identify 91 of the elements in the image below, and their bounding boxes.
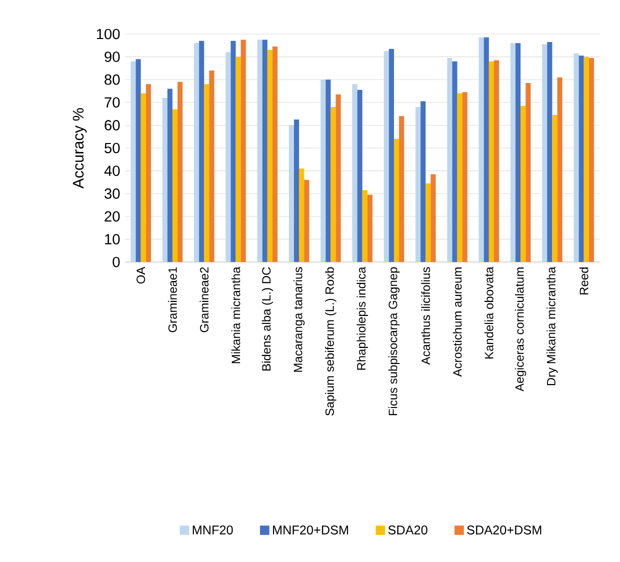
bar — [510, 43, 516, 262]
legend-label: SDA20 — [388, 525, 428, 534]
bar — [178, 82, 183, 262]
x-tick-label: Kandelia obovata — [484, 266, 494, 358]
x-tick-label: Acanthus ilicifolius — [421, 267, 430, 365]
bar — [394, 138, 400, 262]
y-tick-label: 80 — [104, 74, 120, 85]
bar — [574, 53, 579, 262]
bar — [330, 106, 336, 262]
x-tick-label: Rhaphiolepis indica — [356, 266, 368, 370]
bar — [362, 190, 368, 262]
bar — [130, 61, 136, 262]
bar — [267, 50, 272, 262]
bar — [584, 56, 589, 262]
bar — [199, 40, 204, 262]
y-tick-label: 50 — [104, 142, 120, 154]
x-tick-label: Dry Mikania micrantha — [546, 266, 558, 386]
bar — [352, 84, 358, 262]
bar — [426, 183, 431, 262]
y-tick-label: 100 — [96, 28, 120, 40]
bar — [557, 77, 562, 262]
y-tick-label: 10 — [105, 234, 120, 244]
y-axis-title: Accuracy % — [72, 108, 87, 188]
bar — [526, 83, 531, 262]
legend-label: MNF20 — [192, 525, 233, 534]
bar — [367, 194, 372, 262]
bar — [430, 174, 436, 262]
bar — [294, 120, 300, 262]
bar — [552, 114, 558, 262]
bar — [240, 40, 246, 262]
y-tick-label: 70 — [104, 97, 120, 108]
bar — [140, 93, 146, 262]
bar — [272, 46, 278, 262]
bar — [172, 109, 178, 262]
bar — [578, 56, 584, 262]
bar — [588, 58, 594, 262]
bar — [462, 92, 468, 262]
bar — [304, 180, 310, 262]
x-tick-label: Macaranga tanarius — [293, 267, 305, 372]
x-tick-label: Gramineae1 — [168, 267, 177, 332]
x-tick-label: Sapium sebiferum (L.) Roxb — [325, 267, 336, 416]
bar — [484, 37, 489, 262]
bar — [336, 94, 341, 262]
bar — [388, 48, 394, 262]
bar — [262, 40, 268, 262]
bar — [230, 40, 236, 262]
bar — [488, 61, 494, 262]
bar — [399, 116, 404, 262]
bar — [194, 43, 200, 262]
x-tick-label: Bidens alba (L.) DC — [262, 267, 273, 370]
bar — [146, 84, 151, 262]
bar — [494, 60, 500, 262]
bar — [520, 106, 526, 262]
bar — [357, 90, 362, 262]
y-tick-label: 20 — [104, 211, 120, 222]
x-tick-label: Aegiceras corniculatum — [514, 268, 526, 392]
x-tick-label: Reed — [579, 267, 588, 294]
bar — [204, 84, 210, 262]
bar — [420, 101, 426, 262]
bar — [299, 168, 304, 262]
y-tick-label: 30 — [104, 188, 120, 199]
bar — [167, 88, 172, 262]
bar — [384, 51, 389, 262]
x-tick-label: Gramineae2 — [200, 267, 209, 332]
x-tick-label: Acrostichum aureum — [452, 268, 462, 377]
y-tick-label: 0 — [112, 256, 120, 268]
bar — [447, 58, 452, 262]
x-tick-label: OA — [136, 266, 146, 284]
bar — [320, 80, 326, 262]
bar — [209, 70, 214, 262]
y-tick-label: 90 — [104, 52, 120, 62]
bar — [288, 125, 294, 262]
y-tick-label: 40 — [104, 166, 120, 176]
bar — [226, 52, 231, 262]
bar — [236, 56, 241, 262]
y-tick-label: 60 — [104, 120, 120, 130]
bar — [547, 42, 552, 262]
bar — [257, 40, 262, 262]
bar — [326, 80, 331, 262]
legend-label: SDA20+DSM — [467, 525, 542, 534]
legend-label: MNF20+DSM — [273, 525, 348, 534]
bar — [136, 59, 141, 262]
bar — [162, 98, 168, 262]
bar — [515, 43, 521, 262]
bar — [542, 44, 548, 262]
bar — [416, 106, 421, 262]
x-tick-label: Mikania micrantha — [231, 266, 240, 364]
bar — [452, 61, 458, 262]
bar — [457, 93, 462, 262]
bar — [478, 37, 484, 262]
x-tick-label: Ficus subpisocarpa Gagnep — [388, 267, 400, 416]
